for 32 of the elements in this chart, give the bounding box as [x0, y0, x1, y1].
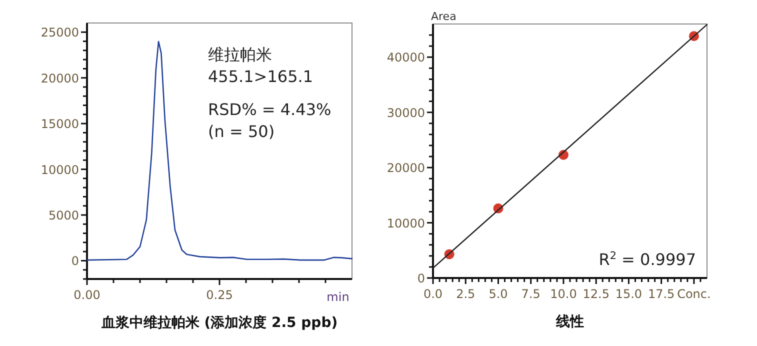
- y-axis-title: Area: [431, 10, 456, 23]
- y-tick-label: 0: [417, 272, 425, 286]
- y-tick-label: 40000: [386, 50, 425, 65]
- x-tick-label: 10.0: [550, 287, 577, 301]
- line-series: [86, 40, 353, 261]
- y-tick-label: 15000: [40, 117, 79, 132]
- y-tick-label: 10000: [40, 162, 79, 177]
- x-tick-label: Conc.: [677, 287, 711, 301]
- y-tick-label: 30000: [386, 106, 425, 120]
- x-tick-label: 15.0: [615, 287, 642, 301]
- x-tick-label: 2.5: [456, 287, 476, 301]
- y-tick-label: 10000: [386, 216, 425, 230]
- y-tick-label: 20000: [386, 161, 425, 176]
- x-axis-title: 线性: [555, 314, 584, 330]
- text: min: [326, 290, 350, 304]
- x-tick-label: 0.0: [423, 287, 443, 301]
- x-tick-label: 12.5: [582, 287, 610, 301]
- x-axis-title: 血浆中维拉帕米 (添加浓度 2.5 ppb): [100, 314, 338, 331]
- annotation: R$^{2}$ = 0.9997: [598, 250, 696, 269]
- y-tick-label: 25000: [40, 26, 79, 40]
- y-tick-label: 5000: [48, 208, 79, 222]
- annotation: (n = 50): [208, 122, 275, 141]
- annotation: RSD% = 4.43%: [208, 100, 332, 119]
- x-tick-label: 0.25: [206, 288, 233, 302]
- annotation: 455.1>165.1: [208, 67, 314, 86]
- annotation: 维拉帕米: [208, 45, 272, 64]
- x-tick-label: 5.0: [488, 287, 508, 301]
- y-tick-label: 20000: [40, 71, 79, 86]
- x-tick-label: 17.5: [648, 287, 675, 301]
- x-tick-label: 7.5: [521, 287, 540, 301]
- y-tick-label: 0: [71, 254, 79, 268]
- x-tick-label: 0.00: [74, 288, 100, 302]
